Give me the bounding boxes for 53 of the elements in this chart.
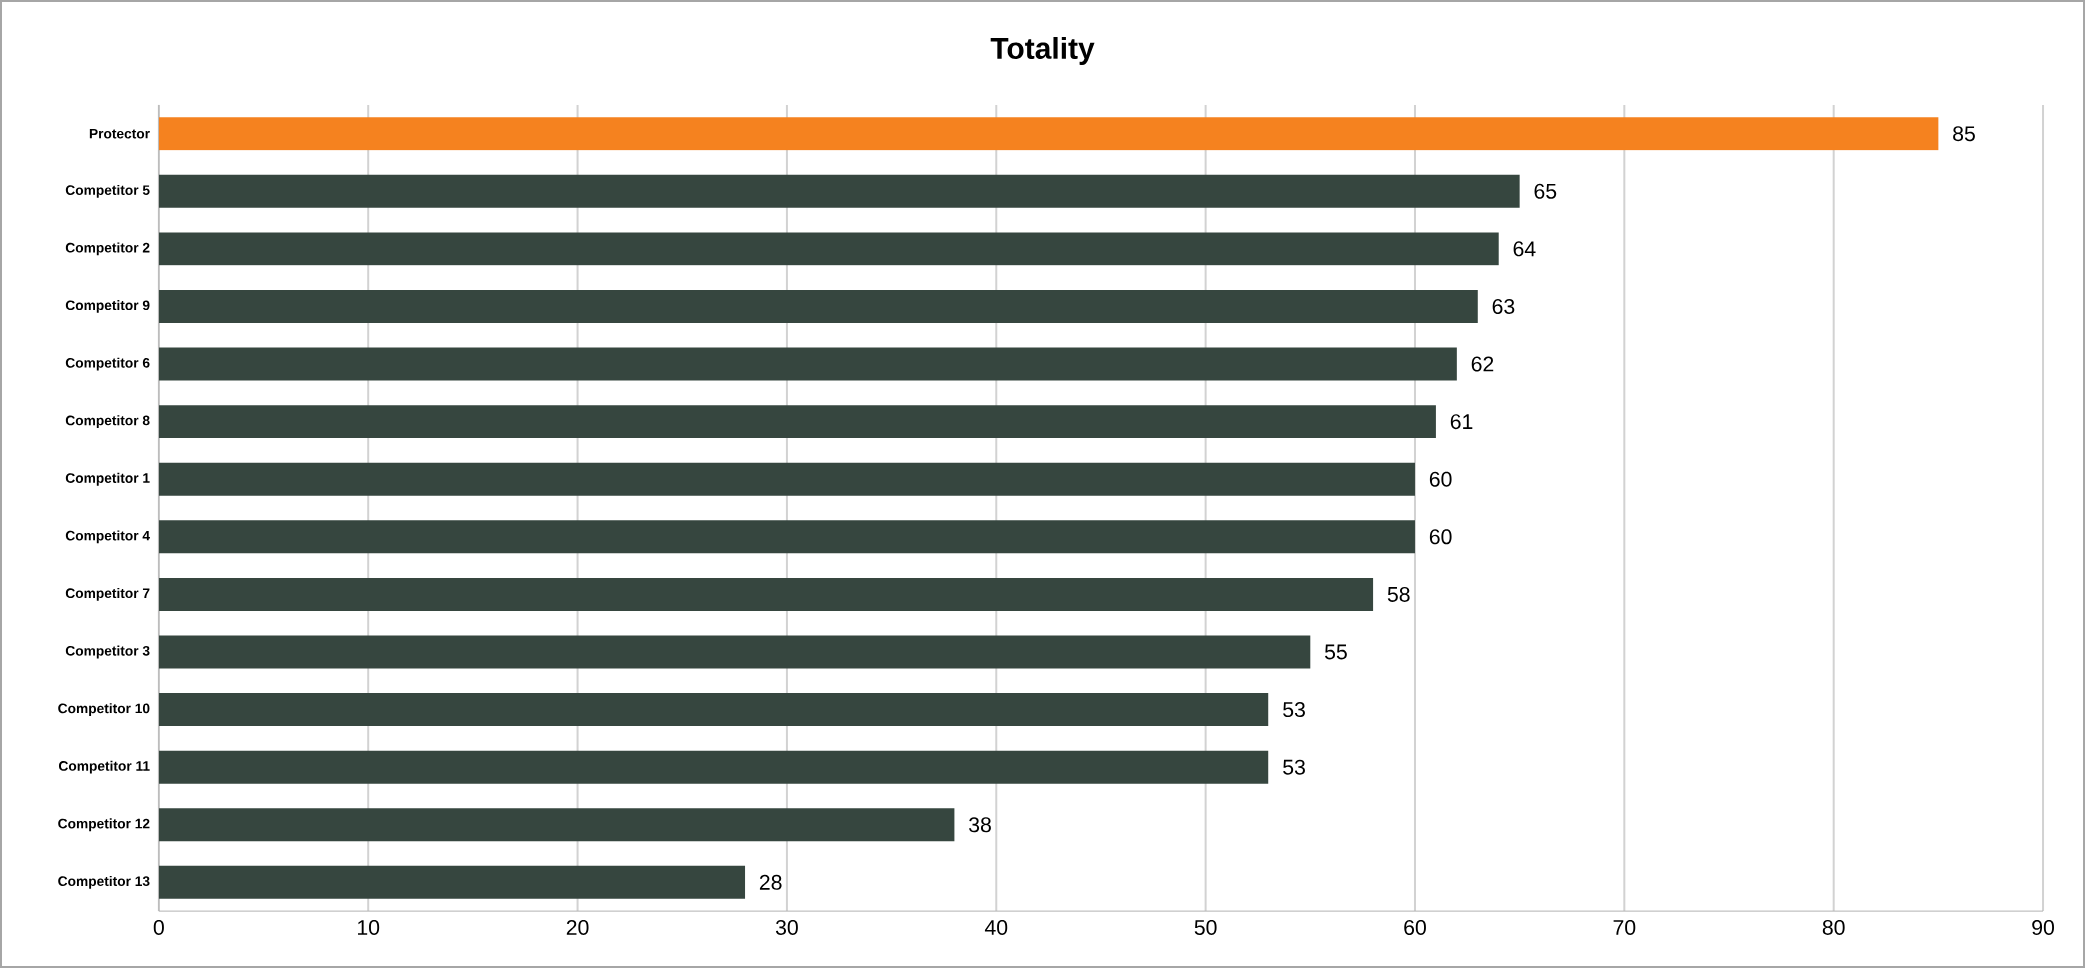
bar [158,117,1939,151]
y-tick-label: Competitor 7 [65,587,150,601]
x-tick-label: 80 [1822,919,1845,935]
bar [158,750,1269,784]
x-tick-label: 90 [2032,919,2054,935]
bar [158,232,1499,266]
x-tick-label: 40 [984,919,1008,935]
data-label: 53 [1283,759,1305,775]
bar [158,577,1374,611]
data-label: 61 [1450,414,1473,430]
bar [158,865,746,899]
bar [158,520,1415,554]
x-tick-label: 30 [775,919,798,935]
y-tick-label: Competitor 12 [58,818,150,832]
data-label: 60 [1429,529,1452,545]
data-label: 53 [1283,702,1305,718]
y-tick-label: Protector [89,128,150,139]
y-tick-label: Competitor 5 [65,184,150,198]
data-label: 55 [1324,644,1347,660]
data-label: 62 [1471,356,1494,372]
x-tick-label: 0 [153,919,164,935]
bar [158,289,1478,323]
data-label: 58 [1387,586,1410,602]
data-label: 65 [1534,183,1557,199]
y-tick-label: Competitor 3 [65,645,150,659]
x-tick-label: 20 [566,919,589,935]
bar [158,405,1436,439]
y-tick-label: Competitor 6 [65,357,150,371]
chart-title: Totality [990,36,1095,65]
bar [158,635,1311,669]
bar [158,808,955,842]
x-tick-label: 60 [1404,919,1426,935]
y-tick-label: Competitor 4 [65,530,150,544]
y-tick-label: Competitor 9 [65,300,150,313]
bar [158,462,1415,496]
data-label: 38 [969,817,991,833]
y-tick-label: Competitor 8 [65,415,150,429]
y-tick-label: Competitor 1 [65,472,150,486]
bar [158,693,1269,727]
data-label: 63 [1492,298,1515,314]
x-tick-label: 70 [1613,919,1636,935]
x-tick-label: 10 [358,919,380,935]
bar [158,347,1457,381]
data-label: 28 [759,874,782,890]
y-tick-label: Competitor 13 [58,875,150,889]
data-label: 85 [1953,126,1975,142]
data-label: 64 [1513,241,1536,257]
x-tick-label: 50 [1194,919,1217,935]
y-tick-label: Competitor 2 [65,242,150,256]
data-label: 60 [1429,471,1452,487]
y-tick-label: Competitor 10 [58,703,150,716]
bar [158,174,1520,208]
y-tick-label: Competitor 11 [58,760,150,774]
